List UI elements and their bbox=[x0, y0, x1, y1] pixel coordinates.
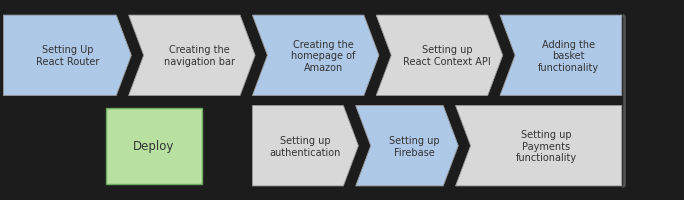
Text: Setting up
Firebase: Setting up Firebase bbox=[389, 135, 440, 157]
Text: Setting up
React Context API: Setting up React Context API bbox=[403, 45, 491, 67]
Polygon shape bbox=[3, 16, 131, 96]
Text: Adding the
basket
functionality: Adding the basket functionality bbox=[538, 39, 599, 73]
Text: Creating the
homepage of
Amazon: Creating the homepage of Amazon bbox=[291, 39, 356, 73]
Polygon shape bbox=[129, 16, 255, 96]
Polygon shape bbox=[252, 16, 379, 96]
Text: Deploy: Deploy bbox=[133, 140, 174, 152]
Polygon shape bbox=[356, 106, 458, 186]
Text: Creating the
navigation bar: Creating the navigation bar bbox=[164, 45, 235, 67]
Polygon shape bbox=[456, 106, 622, 186]
Text: Setting Up
React Router: Setting Up React Router bbox=[36, 45, 99, 67]
Polygon shape bbox=[252, 106, 358, 186]
Text: Setting up
authentication: Setting up authentication bbox=[269, 135, 341, 157]
Polygon shape bbox=[500, 16, 622, 96]
FancyBboxPatch shape bbox=[106, 108, 202, 184]
Text: Setting up
Payments
functionality: Setting up Payments functionality bbox=[516, 129, 577, 163]
Polygon shape bbox=[376, 16, 503, 96]
